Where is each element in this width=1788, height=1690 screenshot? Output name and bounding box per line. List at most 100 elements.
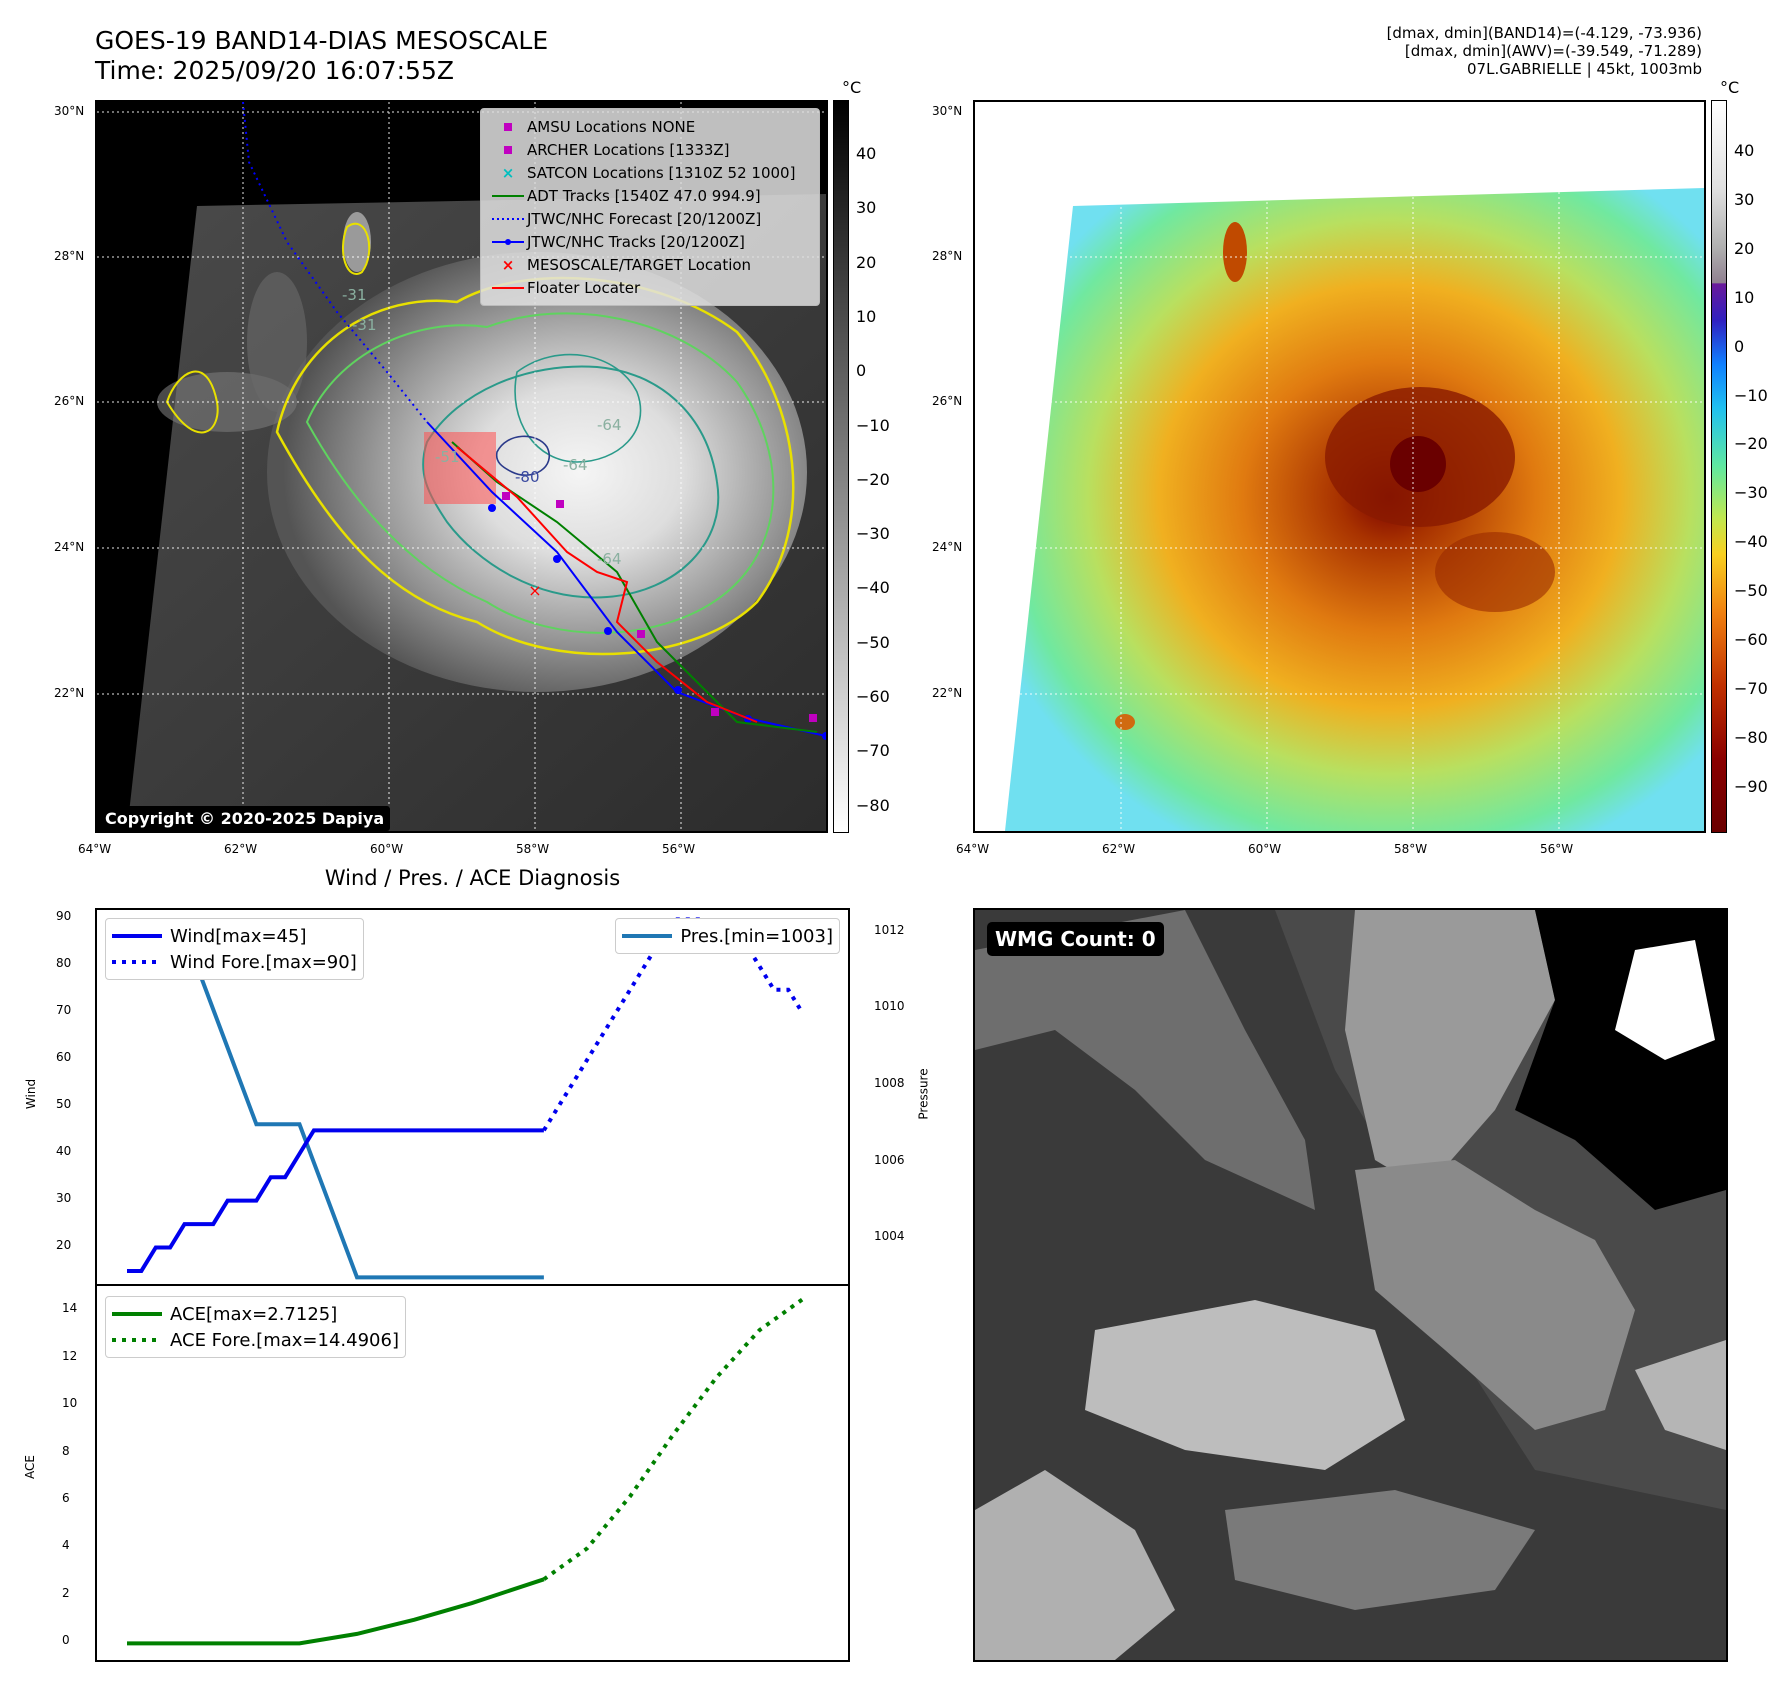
lat-tick: 22°N bbox=[54, 686, 85, 700]
awv-map bbox=[973, 100, 1706, 833]
band14-colorbar bbox=[833, 100, 849, 833]
wind-tick: 50 bbox=[56, 1096, 72, 1111]
colorbar-tick: 10 bbox=[856, 306, 877, 326]
ace-tick: 14 bbox=[62, 1301, 78, 1316]
band14-imagery: × -31 -31 -51 -64 -64 -64 -80 bbox=[97, 102, 826, 831]
colorbar-tick: −70 bbox=[1734, 678, 1768, 698]
figure-time: Time: 2025/09/20 16:07:55Z bbox=[95, 56, 454, 85]
pressure-axis-label: Pressure bbox=[916, 1068, 931, 1120]
wind-line bbox=[127, 1128, 544, 1273]
colorbar-unit: °C bbox=[1720, 78, 1740, 97]
storm-info: 07L.GABRIELLE | 45kt, 1003mb bbox=[1467, 60, 1702, 78]
lon-tick: 60°W bbox=[1248, 842, 1282, 856]
colorbar-tick: 30 bbox=[1734, 189, 1755, 209]
wind-tick: 60 bbox=[56, 1050, 72, 1064]
colorbar-tick: −50 bbox=[856, 632, 890, 652]
wind-legend: Wind[max=45] Wind Fore.[max=90] bbox=[105, 918, 364, 980]
lon-tick: 62°W bbox=[224, 842, 258, 856]
lat-tick: 28°N bbox=[932, 249, 963, 263]
lat-tick: 24°N bbox=[54, 540, 85, 554]
pressure-tick: 1010 bbox=[874, 999, 905, 1014]
contour-label: -80 bbox=[515, 468, 540, 486]
colorbar-tick: 10 bbox=[1734, 287, 1755, 307]
wind-tick: 40 bbox=[56, 1143, 72, 1158]
contour-label: -64 bbox=[597, 550, 622, 568]
map-legend: AMSU Locations NONE ARCHER Locations [13… bbox=[480, 108, 820, 306]
contour-label: -64 bbox=[563, 456, 588, 474]
legend-item: ARCHER Locations [1333Z] bbox=[489, 138, 811, 161]
wmg-imagery bbox=[975, 910, 1726, 1660]
lat-tick: 26°N bbox=[932, 394, 963, 408]
colorbar-tick: −20 bbox=[856, 469, 890, 489]
awv-imagery bbox=[975, 102, 1704, 831]
contour-label: -31 bbox=[342, 286, 367, 304]
pressure-tick: 1006 bbox=[874, 1152, 905, 1167]
wmg-panel: WMG Count: 0 bbox=[973, 908, 1728, 1662]
wmg-count-badge: WMG Count: 0 bbox=[987, 922, 1164, 956]
pressure-legend: Pres.[min=1003] bbox=[615, 918, 840, 954]
ace-tick: 6 bbox=[62, 1490, 70, 1505]
lon-tick: 62°W bbox=[1102, 842, 1136, 856]
legend-item: ACE[max=2.7125] bbox=[112, 1303, 338, 1325]
legend-item: ADT Tracks [1540Z 47.0 994.9] bbox=[492, 186, 761, 205]
legend-item: × MESOSCALE/TARGET Location bbox=[501, 255, 752, 274]
colorbar-tick: −20 bbox=[1734, 434, 1768, 454]
lat-tick: 24°N bbox=[932, 540, 963, 554]
colorbar-tick: −90 bbox=[1734, 776, 1768, 796]
lon-tick: 56°W bbox=[662, 842, 696, 856]
legend-item: ACE Fore.[max=14.4906] bbox=[112, 1329, 399, 1351]
colorbar-tick: −80 bbox=[856, 795, 890, 815]
lat-tick: 30°N bbox=[932, 104, 963, 118]
wind-axis-label: Wind bbox=[24, 1078, 39, 1110]
awv-range: [dmax, dmin](AWV)=(-39.549, -71.289) bbox=[1404, 42, 1702, 60]
lat-tick: 28°N bbox=[54, 249, 85, 263]
wind-tick: 70 bbox=[56, 1003, 72, 1018]
lon-tick: 58°W bbox=[1394, 842, 1428, 856]
lat-tick: 26°N bbox=[54, 394, 85, 408]
band14-map: × -31 -31 -51 -64 -64 -64 -80 AMSU Locat… bbox=[95, 100, 828, 833]
colorbar-tick: 20 bbox=[1734, 238, 1755, 258]
colorbar-tick: −10 bbox=[856, 415, 890, 435]
ace-axis-label: ACE bbox=[22, 1455, 37, 1479]
ace-tick: 12 bbox=[62, 1348, 78, 1363]
ace-tick: 10 bbox=[62, 1396, 78, 1411]
colorbar-tick: −40 bbox=[856, 578, 890, 598]
contour-label: -51 bbox=[435, 448, 460, 466]
contour-label: -64 bbox=[597, 416, 622, 434]
ace-tick: 8 bbox=[62, 1443, 70, 1458]
colorbar-tick: −30 bbox=[856, 524, 890, 544]
pressure-tick: 1004 bbox=[874, 1229, 905, 1244]
colorbar-tick: −80 bbox=[1734, 727, 1768, 747]
legend-item: Pres.[min=1003] bbox=[622, 925, 833, 947]
legend-item: JTWC/NHC Tracks [20/1200Z] bbox=[489, 230, 811, 253]
wind-tick: 90 bbox=[56, 909, 72, 924]
ace-line bbox=[127, 1577, 545, 1646]
colorbar-tick: 30 bbox=[856, 198, 877, 218]
wind-tick: 80 bbox=[56, 956, 72, 971]
colorbar-tick: 0 bbox=[856, 361, 867, 381]
colorbar-tick: −30 bbox=[1734, 483, 1768, 503]
ace-forecast-line bbox=[542, 1297, 804, 1581]
colorbar-tick: −60 bbox=[1734, 630, 1768, 649]
pressure-tick: 1008 bbox=[874, 1076, 905, 1091]
legend-item: Floater Locater bbox=[492, 278, 641, 297]
pressure-line bbox=[155, 930, 544, 1280]
legend-item: Wind[max=45] bbox=[112, 925, 307, 947]
chart-title: Wind / Pres. / ACE Diagnosis bbox=[324, 866, 621, 890]
lon-tick: 58°W bbox=[516, 842, 550, 856]
lon-tick: 64°W bbox=[78, 842, 112, 856]
awv-colorbar bbox=[1711, 100, 1727, 833]
wind-tick: 30 bbox=[56, 1190, 72, 1205]
diagnosis-chart: Wind[max=45] Wind Fore.[max=90] Pres.[mi… bbox=[95, 908, 850, 1662]
colorbar-tick: 40 bbox=[856, 144, 877, 163]
legend-item: JTWC/NHC Forecast [20/1200Z] bbox=[492, 209, 762, 228]
legend-item: × SATCON Locations [1310Z 52 1000] bbox=[501, 163, 796, 182]
legend-item: AMSU Locations NONE bbox=[489, 115, 811, 138]
lon-tick: 60°W bbox=[370, 842, 404, 856]
lat-tick: 30°N bbox=[54, 104, 85, 118]
colorbar-tick: −60 bbox=[856, 687, 890, 706]
lon-tick: 64°W bbox=[956, 842, 990, 856]
wind-forecast-line bbox=[542, 917, 805, 1132]
ace-tick: 0 bbox=[62, 1633, 70, 1648]
colorbar-tick: 0 bbox=[1734, 336, 1745, 356]
